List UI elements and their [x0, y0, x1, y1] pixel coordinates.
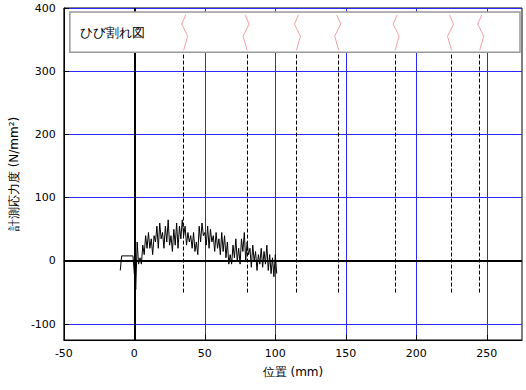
svg-text:300: 300 [35, 65, 56, 78]
svg-text:0: 0 [49, 254, 56, 267]
svg-text:ひび割れ図: ひび割れ図 [80, 25, 145, 40]
svg-text:-50: -50 [55, 347, 73, 360]
svg-text:200: 200 [406, 347, 427, 360]
svg-text:計測応力度 (N/mm²): 計測応力度 (N/mm²) [7, 117, 21, 231]
svg-text:100: 100 [35, 191, 56, 204]
svg-text:400: 400 [35, 2, 56, 15]
svg-text:0: 0 [131, 347, 138, 360]
svg-text:250: 250 [476, 347, 497, 360]
svg-text:-100: -100 [31, 318, 56, 331]
svg-text:150: 150 [335, 347, 356, 360]
svg-text:100: 100 [265, 347, 286, 360]
svg-text:200: 200 [35, 128, 56, 141]
svg-text:50: 50 [198, 347, 212, 360]
svg-text:位置 (mm): 位置 (mm) [263, 365, 324, 379]
